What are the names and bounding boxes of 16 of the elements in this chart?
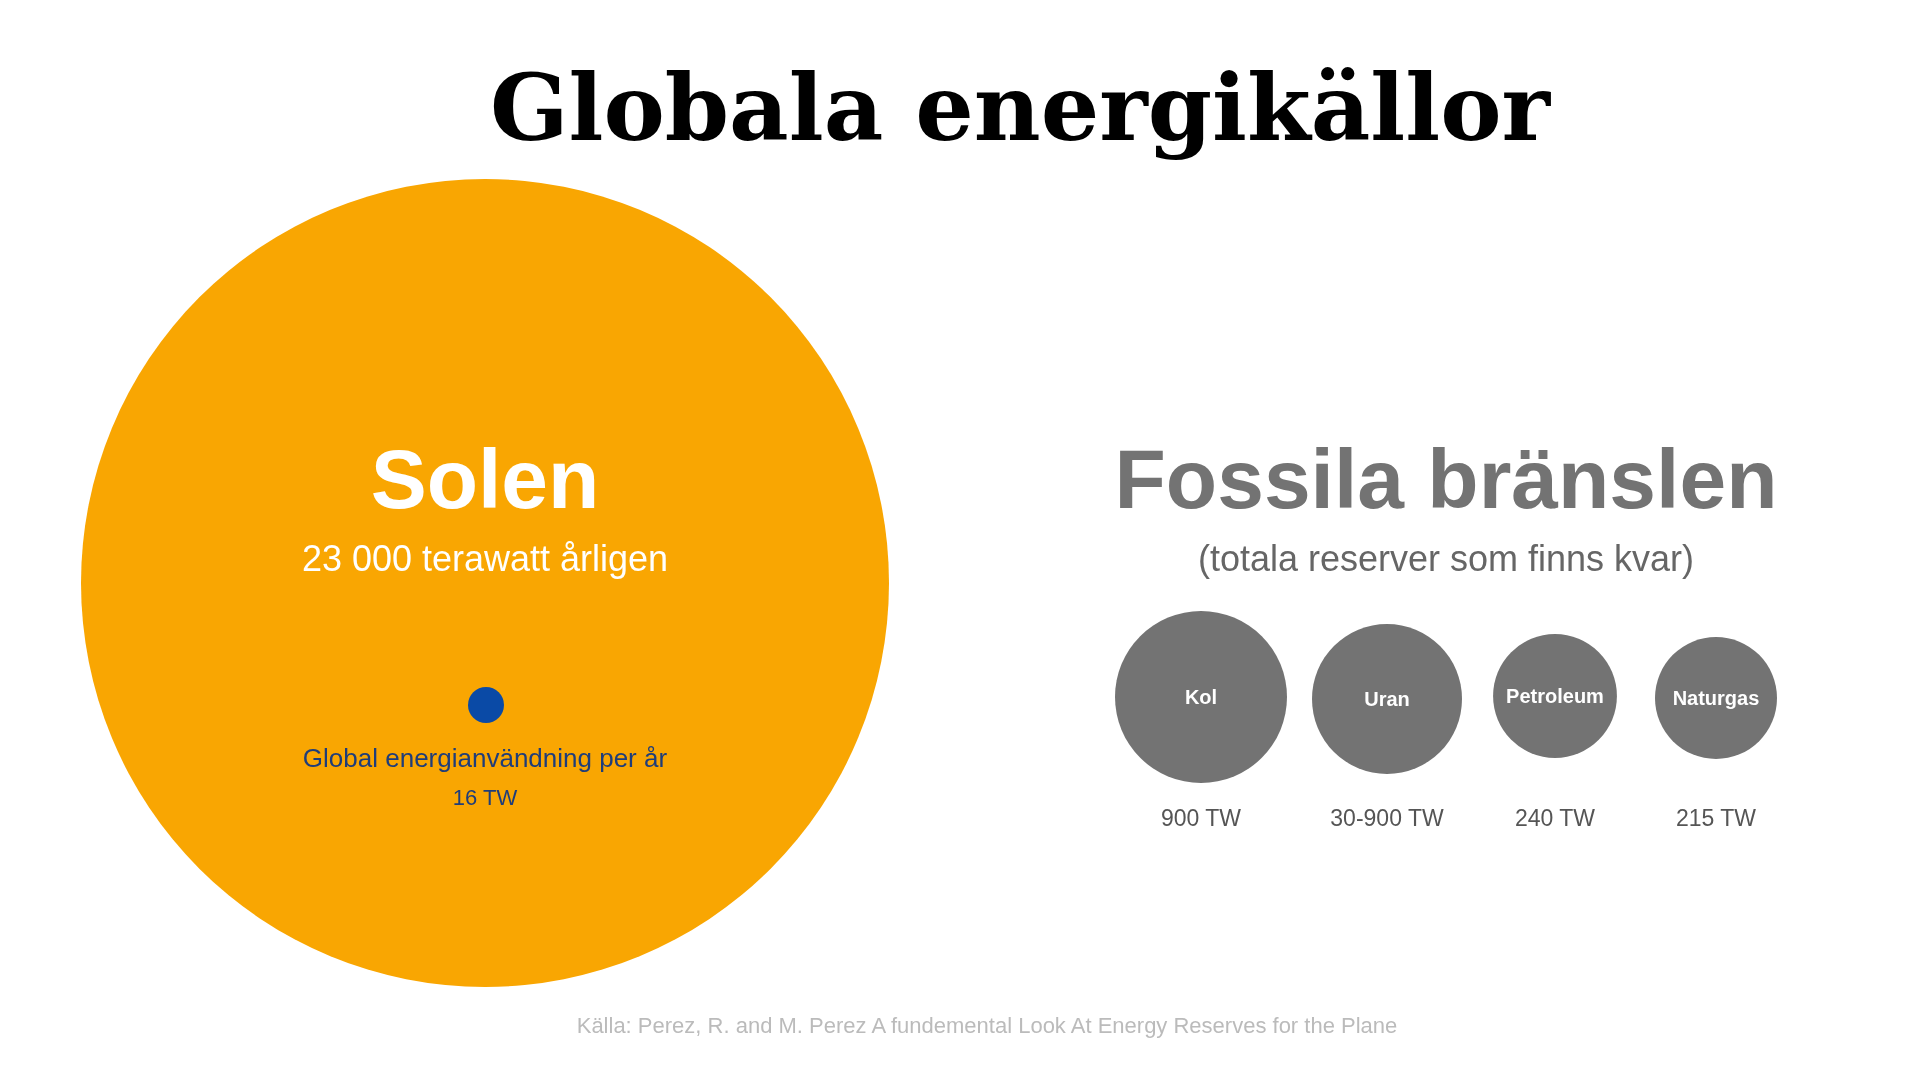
data-label: 16 TW bbox=[452, 785, 518, 810]
category-label: Petroleum bbox=[1506, 685, 1604, 707]
category-label: Global energianvändning per år bbox=[302, 743, 668, 773]
data-label: 23 000 terawatt årligen bbox=[301, 538, 669, 579]
data-label: 240 TW bbox=[1514, 805, 1596, 831]
text: Källa: Perez, R. and M. Perez A fundemental Look At Energy Reserves for the Plane bbox=[576, 1013, 1398, 1038]
text: Globala energikällor bbox=[489, 54, 1552, 162]
category-label: Naturgas bbox=[1672, 687, 1760, 709]
category-label: Uran bbox=[1364, 688, 1410, 710]
category-label: Kol bbox=[1184, 686, 1218, 708]
category-label: Solen bbox=[370, 432, 600, 526]
text: (totala reserver som finns kvar) bbox=[1197, 538, 1695, 579]
text: Fossila bränslen bbox=[1114, 432, 1778, 526]
data-label: 215 TW bbox=[1675, 805, 1757, 831]
data-label: 900 TW bbox=[1160, 805, 1242, 831]
data-label: 30-900 TW bbox=[1330, 805, 1444, 831]
